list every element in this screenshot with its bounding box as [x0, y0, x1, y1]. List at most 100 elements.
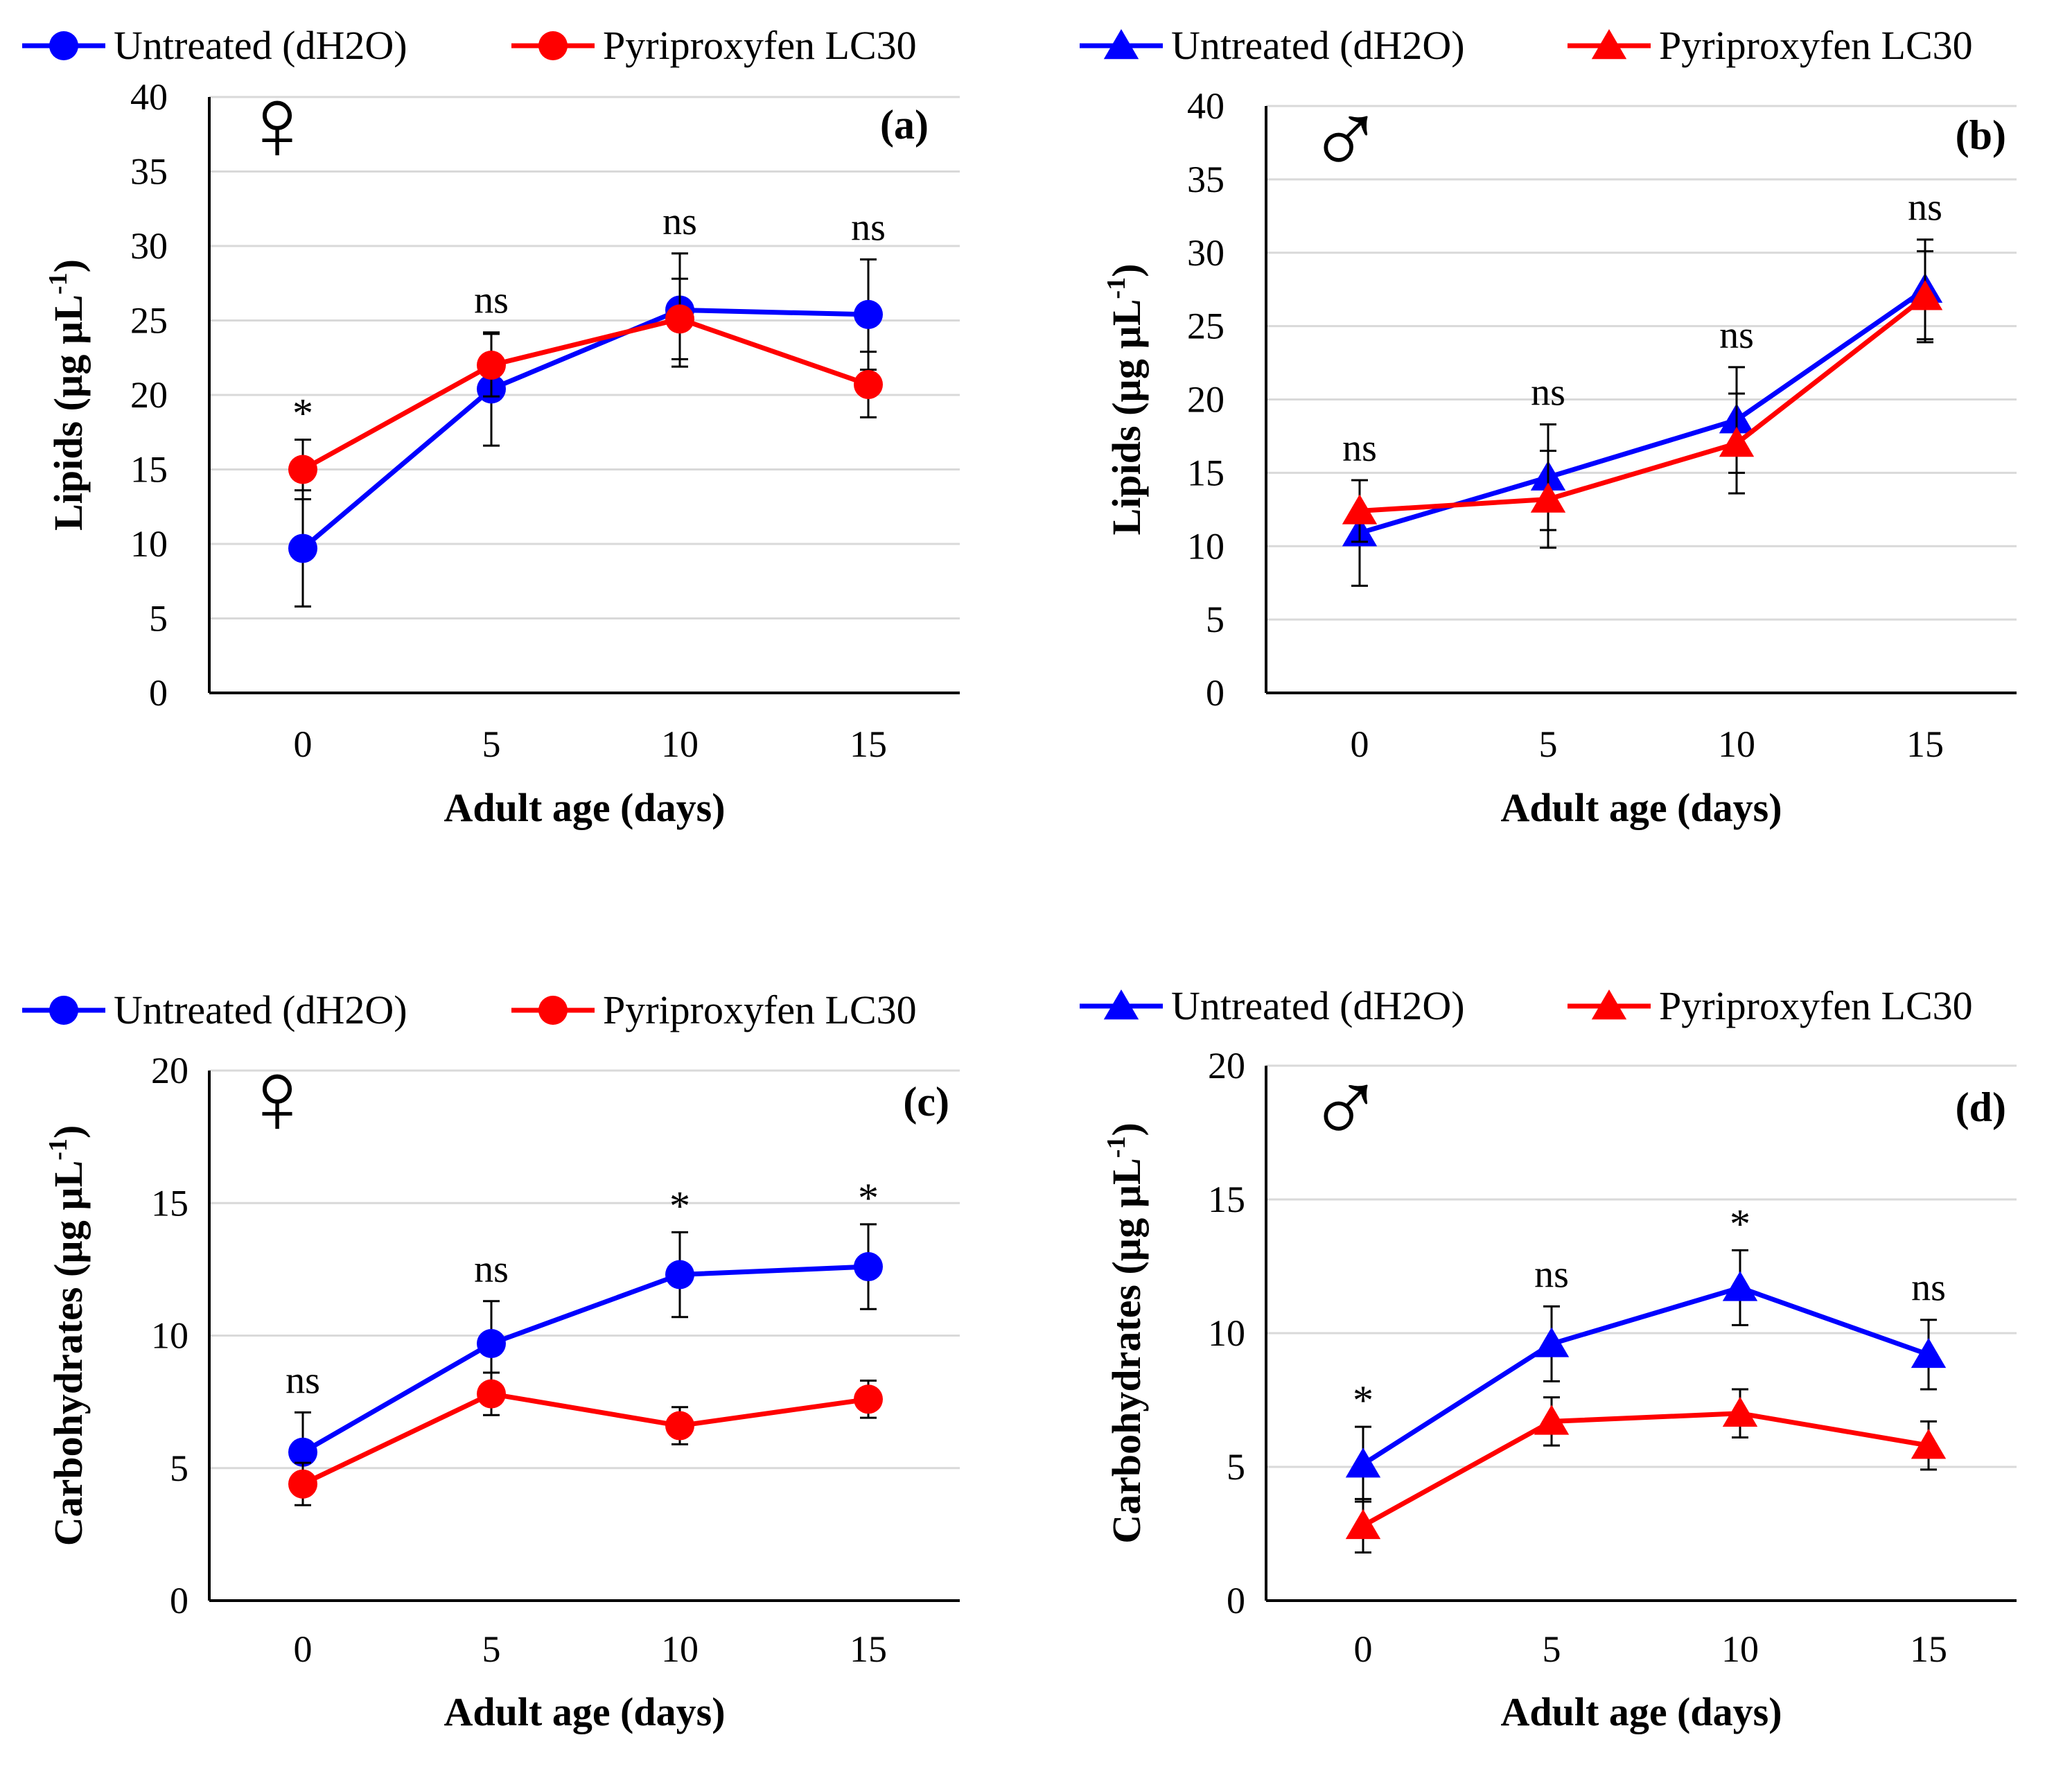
panel-label: (a) — [880, 102, 929, 148]
legend-marker — [538, 996, 568, 1025]
y-axis-label-text: Lipids (µg µL — [46, 294, 91, 531]
x-axis-label: Adult age (days) — [444, 785, 725, 830]
y-tick-label: 10 — [1208, 1312, 1245, 1354]
data-point — [477, 1328, 506, 1358]
y-tick-label: 20 — [130, 374, 168, 416]
y-axis-label-text: Carbohydrates (µg µL — [1104, 1158, 1149, 1544]
panel-c: 0 5 10 15 20 0 5 10 15 Adult age (days) Carbohydra… — [22, 987, 960, 1734]
data-point — [665, 304, 694, 334]
legend-label: Pyriproxyfen LC30 — [1659, 983, 1973, 1028]
y-axis-label-exponent: -1 — [1102, 277, 1131, 299]
data-point — [1530, 482, 1566, 513]
significance-label: ns — [1719, 314, 1754, 357]
legend-label: Pyriproxyfen LC30 — [603, 987, 917, 1032]
legend-label: Untreated (dH2O) — [114, 23, 407, 68]
significance-label: ns — [286, 1359, 320, 1402]
y-axis-label: Lipids (µg µL-1) — [1102, 264, 1149, 536]
y-axis-label: Lipids (µg µL-1) — [44, 259, 91, 531]
y-axis-label-close: ) — [1104, 264, 1149, 277]
legend-marker — [538, 31, 568, 60]
significance-label: ns — [1531, 371, 1565, 414]
y-axis-label: Carbohydrates (µg µL-1) — [1102, 1123, 1149, 1544]
x-tick-label: 5 — [1543, 1628, 1561, 1670]
legend-label: Untreated (dH2O) — [1171, 23, 1465, 68]
data-point — [1345, 1508, 1381, 1540]
x-tick-label: 10 — [1721, 1628, 1759, 1670]
panel-b: 0 5 10 15 20 25 30 35 40 0 5 10 15 Adult age (days) Li… — [1080, 23, 2017, 830]
data-point — [1907, 280, 1943, 310]
y-tick-label: 0 — [149, 672, 168, 714]
y-tick-label: 30 — [1187, 232, 1224, 274]
y-axis-label-close: ) — [1104, 1123, 1149, 1136]
data-point — [288, 455, 317, 484]
data-point — [1911, 1337, 1947, 1368]
y-axis-label-close: ) — [46, 1125, 91, 1138]
x-tick-label: 15 — [1910, 1628, 1947, 1670]
significance-label: * — [1730, 1201, 1750, 1247]
y-tick-label: 20 — [1208, 1045, 1245, 1086]
legend-marker — [1591, 29, 1627, 60]
x-tick-label: 10 — [661, 1628, 699, 1670]
x-tick-label: 5 — [482, 1628, 501, 1670]
x-tick-label: 10 — [661, 723, 699, 765]
panel-label: (d) — [1956, 1084, 2006, 1130]
legend-label: Pyriproxyfen LC30 — [1659, 23, 1973, 68]
y-tick-label: 0 — [170, 1580, 188, 1621]
y-tick-label: 35 — [130, 151, 168, 193]
x-tick-label: 15 — [850, 1628, 887, 1670]
y-axis-label-text: Carbohydrates (µg µL — [46, 1161, 91, 1547]
data-point — [854, 369, 883, 399]
y-tick-label: 10 — [151, 1315, 188, 1357]
panel-a: 0 5 10 15 20 25 30 35 40 0 5 10 15 Adult age (days) Li… — [22, 23, 960, 830]
y-tick-label: 0 — [1206, 672, 1224, 714]
y-tick-label: 15 — [1187, 452, 1224, 493]
data-point — [854, 299, 883, 329]
series-line — [1362, 1285, 1930, 1467]
legend-marker — [1103, 989, 1139, 1020]
data-point — [288, 534, 317, 563]
legend-label: Untreated (dH2O) — [1171, 983, 1465, 1028]
significance-label: ns — [1908, 186, 1942, 229]
panel-label: (b) — [1956, 112, 2006, 158]
data-point — [477, 351, 506, 380]
y-tick-label: 30 — [130, 225, 168, 267]
y-axis-label-exponent: -1 — [44, 1138, 73, 1161]
y-tick-label: 20 — [151, 1050, 188, 1091]
significance-label: * — [858, 1175, 879, 1221]
panel-d: 0 5 10 15 20 0 5 10 15 Adult age (days) Carbohydra… — [1080, 983, 2017, 1734]
x-tick-label: 10 — [1718, 723, 1755, 765]
y-tick-label: 5 — [1227, 1446, 1245, 1488]
significance-label: ns — [1911, 1267, 1946, 1310]
data-point — [854, 1384, 883, 1414]
x-tick-label: 0 — [294, 1628, 313, 1670]
x-tick-label: 0 — [294, 723, 313, 765]
y-tick-label: 15 — [151, 1182, 188, 1224]
significance-label: ns — [1534, 1253, 1569, 1296]
y-tick-label: 40 — [130, 76, 168, 118]
series-line — [301, 1264, 869, 1454]
series-1 — [1342, 250, 1943, 549]
female-symbol-icon: ♀ — [238, 67, 317, 182]
y-tick-label: 0 — [1227, 1580, 1245, 1621]
legend-marker — [49, 996, 78, 1025]
y-tick-label: 25 — [130, 300, 168, 342]
data-point — [1719, 427, 1755, 457]
significance-label: ns — [1342, 427, 1377, 470]
series-line — [301, 307, 869, 551]
y-tick-label: 15 — [1208, 1179, 1245, 1220]
y-axis-label: Carbohydrates (µg µL-1) — [44, 1125, 91, 1547]
significance-label: * — [292, 391, 313, 437]
series-line — [1362, 1411, 1929, 1528]
data-point — [1534, 1405, 1570, 1435]
data-point — [1722, 1271, 1758, 1301]
significance-label: ns — [474, 1248, 509, 1291]
y-tick-label: 20 — [1187, 379, 1224, 421]
x-tick-label: 5 — [1539, 723, 1558, 765]
data-point — [1534, 1327, 1570, 1357]
y-tick-label: 35 — [1187, 159, 1224, 200]
series-0 — [1342, 238, 1943, 587]
data-point — [665, 1260, 694, 1290]
male-symbol-icon: ♂ — [1307, 82, 1385, 197]
y-tick-label: 5 — [1206, 599, 1224, 640]
